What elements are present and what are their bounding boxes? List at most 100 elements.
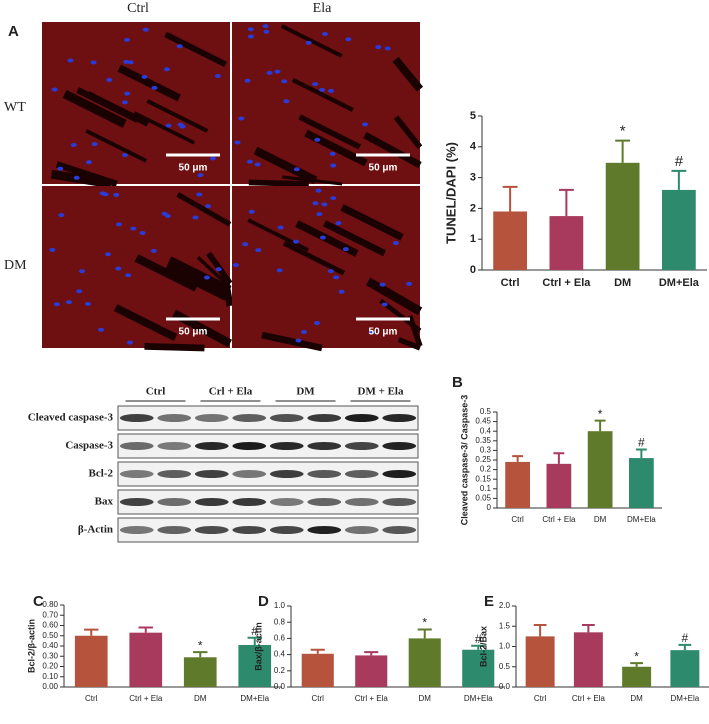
error-bar — [193, 651, 208, 658]
x-tick-label: DM+Ela — [240, 694, 269, 703]
y-axis-label: TUNEL/DAPI (%) — [443, 142, 458, 244]
panel-label: D — [258, 593, 269, 610]
significance-mark: # — [475, 632, 482, 646]
nucleus — [142, 27, 149, 32]
bar — [587, 431, 613, 508]
nucleus — [342, 247, 349, 252]
error-bar — [364, 651, 379, 656]
column-label: Ctrl — [127, 1, 149, 16]
blot-band — [194, 414, 229, 422]
bar — [462, 649, 495, 687]
bar — [301, 653, 334, 687]
y-tick-label: 0.1 — [480, 484, 492, 493]
nucleus — [381, 302, 388, 307]
y-tick-label: 0.8 — [274, 617, 286, 626]
blot-row-label: Caspase-3 — [65, 440, 113, 452]
y-tick-label: 0.05 — [475, 494, 491, 503]
blot-band — [194, 442, 229, 450]
fiber-gap — [392, 56, 424, 92]
nucleus — [163, 67, 170, 72]
row-label: DM — [4, 258, 27, 273]
y-axis-label: Bcl-2/β-actin — [26, 619, 36, 673]
fiber-gap — [340, 204, 404, 241]
blot-group-label: Crl + Ela — [209, 386, 253, 398]
fiber-gap — [76, 87, 139, 123]
nucleus — [327, 269, 334, 274]
nucleus — [335, 221, 342, 226]
nucleus — [263, 29, 270, 34]
fiber-gap — [50, 169, 113, 189]
blot-band — [119, 470, 154, 478]
y-tick-label: 0.35 — [475, 436, 491, 445]
blot-band — [307, 498, 342, 506]
x-tick-label: DM+Ela — [464, 694, 493, 703]
panel-label: C — [33, 593, 44, 610]
y-tick-label: 0.4 — [274, 650, 286, 659]
nucleus — [192, 215, 199, 220]
significance-mark: # — [675, 153, 684, 170]
y-tick-label: 1.0 — [274, 601, 286, 610]
blot-group-label: DM + Ela — [358, 386, 404, 398]
error-bar — [630, 662, 643, 667]
y-tick-label: 0.3 — [480, 446, 492, 455]
nucleus — [368, 330, 375, 335]
nucleus — [124, 91, 131, 96]
fiber-gap — [164, 31, 227, 68]
fiber-gap — [85, 129, 148, 163]
nucleus — [104, 252, 111, 257]
nucleus — [121, 100, 128, 105]
x-tick-label: Ctrl — [85, 694, 98, 703]
y-tick-label: 0.70 — [42, 610, 58, 619]
error-bar — [310, 648, 325, 654]
y-tick-label: 0.0 — [499, 682, 511, 691]
nucleus — [141, 74, 148, 79]
scale-bar-label: 50 μm — [179, 327, 208, 338]
nucleus — [244, 78, 251, 83]
bar-chart: B 00.050.10.150.20.250.30.350.40.450.5 Cle… — [452, 374, 662, 525]
x-tick-label: DM — [194, 694, 207, 703]
nucleus — [283, 99, 290, 104]
nucleus — [319, 87, 326, 92]
x-tick-label: DM — [594, 515, 607, 524]
blot-group-label: DM — [296, 386, 315, 398]
nucleus — [233, 263, 240, 268]
nucleus — [293, 167, 300, 172]
nucleus — [215, 267, 222, 272]
bar — [622, 666, 652, 687]
column-label: Ela — [313, 1, 332, 16]
y-tick-label: 0.5 — [480, 407, 492, 416]
x-tick-label: DM+Ela — [627, 515, 656, 524]
significance-mark: * — [198, 638, 203, 652]
blot-band — [232, 470, 267, 478]
nucleus — [150, 248, 157, 253]
blot-band — [269, 414, 304, 422]
y-tick-label: 0 — [487, 503, 492, 512]
significance-mark: * — [598, 407, 603, 421]
blot-band — [269, 526, 304, 534]
nucleus — [51, 87, 58, 92]
bar — [670, 650, 700, 687]
y-tick-label: 5 — [470, 110, 476, 122]
nucleus — [312, 82, 319, 87]
y-tick-label: 2.0 — [499, 601, 511, 610]
y-tick-label: 0.25 — [475, 455, 491, 464]
nucleus — [248, 209, 255, 214]
fiber-gap — [253, 146, 318, 185]
blot-band — [307, 442, 342, 450]
error-bar — [558, 188, 574, 217]
significance-mark: # — [638, 436, 645, 450]
blot-band — [194, 526, 229, 534]
error-bar — [502, 185, 518, 212]
nucleus — [65, 300, 72, 305]
fiber-gap — [247, 218, 310, 252]
y-tick-label: 3 — [470, 172, 476, 184]
nucleus — [262, 24, 269, 29]
nucleus — [312, 201, 319, 206]
nucleus — [345, 37, 352, 42]
blot-band — [307, 414, 342, 422]
blot-band — [382, 414, 417, 422]
nucleus — [266, 70, 273, 75]
nucleus — [124, 37, 131, 42]
scale-bar-label: 50 μm — [179, 163, 208, 174]
error-bar — [417, 628, 432, 639]
